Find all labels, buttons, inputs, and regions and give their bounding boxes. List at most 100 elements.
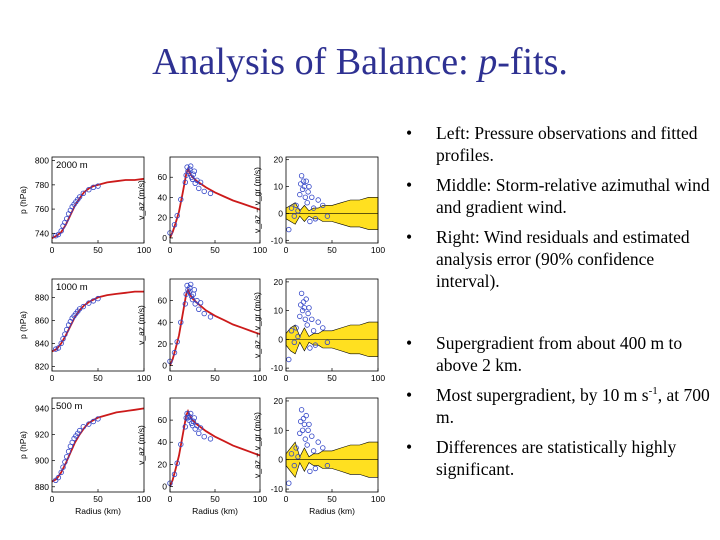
obs-point: [207, 314, 214, 320]
bullet-text: Differences are statistically highly sig…: [436, 437, 677, 479]
obs-point: [307, 345, 313, 351]
title-italic: p: [478, 41, 498, 83]
obs-point: [76, 194, 83, 200]
x-tick-label: 0: [168, 245, 173, 255]
y-tick-label: 0: [162, 481, 167, 491]
obs-point: [293, 202, 299, 209]
obs-point: [303, 296, 309, 302]
bullet-text: Middle: Storm-relative azimuthal wind an…: [436, 175, 710, 217]
axes-frame: [169, 156, 261, 244]
obs-point: [306, 183, 312, 190]
obs-point: [300, 178, 307, 184]
obs-point: [309, 433, 315, 439]
x-tick-label: 50: [210, 494, 220, 504]
obs-point: [298, 290, 305, 297]
chart-pressure-1000m: 820 840 860 880 0 50 100 p (hPa) 1000 m: [18, 278, 151, 383]
obs-point: [293, 445, 299, 451]
y-tick-label: 880: [35, 292, 49, 302]
x-tick-label: 0: [50, 494, 55, 504]
y-axis-label: v_az − v_gr (m/s): [252, 292, 262, 358]
x-tick-label: 100: [371, 494, 385, 504]
obs-point: [63, 454, 70, 460]
x-tick-label: 0: [50, 245, 55, 255]
x-tick-label: 50: [210, 373, 220, 383]
obs-point: [207, 190, 214, 197]
obs-point: [312, 216, 319, 222]
obs-point: [58, 340, 64, 347]
obs-point: [191, 415, 197, 421]
obs-point: [174, 339, 180, 345]
y-tick-label: 0: [278, 334, 283, 344]
y-tick-label: 940: [35, 403, 49, 413]
y-tick-label: 0: [162, 233, 167, 243]
obs-point: [62, 331, 68, 337]
obs-point: [315, 197, 321, 203]
y-tick-label: 880: [35, 482, 49, 492]
obs-point: [90, 298, 97, 304]
bullet-text: Supergradient from about 400 m to above …: [436, 332, 712, 376]
bullet-text: Left: Pressure observations and fitted p…: [436, 123, 698, 165]
obs-point: [312, 465, 319, 472]
y-tick-label: -10: [271, 484, 284, 494]
y-tick-label: 860: [35, 315, 49, 325]
y-tick-label: 780: [35, 180, 49, 190]
obs-point: [197, 179, 204, 185]
y-tick-label: 40: [158, 192, 168, 202]
obs-point: [187, 163, 194, 169]
obs-point: [174, 212, 180, 219]
obs-point: [196, 185, 202, 192]
obs-point: [295, 333, 301, 340]
y-tick-label: 60: [158, 415, 168, 425]
obs-point: [305, 427, 311, 433]
y-tick-label: 800: [35, 156, 49, 166]
obs-point: [190, 418, 197, 424]
obs-point: [192, 180, 198, 186]
x-axis-label: Radius (km): [309, 506, 355, 516]
obs-point: [305, 189, 311, 195]
bullet-item: • Most supergradient, by 10 m s-1, at 700…: [406, 384, 712, 428]
bullet-post: , at 700 m.: [436, 385, 710, 427]
y-tick-label: 60: [158, 172, 168, 182]
obs-point: [286, 356, 292, 363]
obs-point: [320, 325, 326, 331]
bullet-item: • Supergradient from about 400 m to above…: [406, 332, 712, 376]
obs-point: [306, 421, 312, 428]
y-axis-label: v_az − v_gr (m/s): [252, 412, 262, 478]
obs-point: [305, 310, 311, 317]
x-tick-label: 100: [137, 494, 151, 504]
x-tick-label: 100: [253, 245, 267, 255]
obs-point: [304, 322, 310, 328]
obs-point: [58, 469, 64, 476]
bullet-sup: -1: [648, 385, 658, 398]
obs-point: [293, 325, 299, 331]
bullet-pre: Most supergradient, by 10 m s: [436, 385, 649, 405]
obs-point: [178, 441, 184, 448]
x-tick-label: 50: [327, 245, 337, 255]
chart-wind-500m: 0 20 40 60 0 50 100 v_az (m/s) Radius (km): [136, 397, 267, 516]
y-tick-label: 10: [274, 306, 284, 316]
x-tick-label: 50: [93, 494, 103, 504]
obs-point: [302, 436, 308, 442]
obs-point: [298, 418, 304, 425]
fit-line: [51, 177, 145, 239]
obs-point: [55, 474, 62, 481]
obs-point: [63, 216, 70, 222]
y-tick-label: 820: [35, 361, 49, 371]
obs-point: [63, 326, 70, 333]
axes-frame: [169, 278, 261, 372]
bullet-item: • Differences are statistically highly si…: [406, 436, 712, 480]
bullet-dot: •: [406, 123, 413, 143]
y-tick-label: 40: [158, 317, 168, 327]
chart-wind-2000m: 0 20 40 60 0 50 100 v_az (m/s): [136, 156, 267, 255]
y-tick-label: 20: [158, 339, 168, 349]
obs-point: [55, 345, 62, 351]
x-tick-label: 100: [253, 373, 267, 383]
obs-point: [299, 307, 306, 314]
obs-point: [178, 319, 184, 325]
obs-point: [288, 205, 295, 211]
fit-line: [169, 287, 261, 366]
axes-frame: [51, 397, 145, 493]
y-axis-label: v_az − v_gr (m/s): [252, 167, 262, 233]
obs-point: [75, 430, 81, 436]
